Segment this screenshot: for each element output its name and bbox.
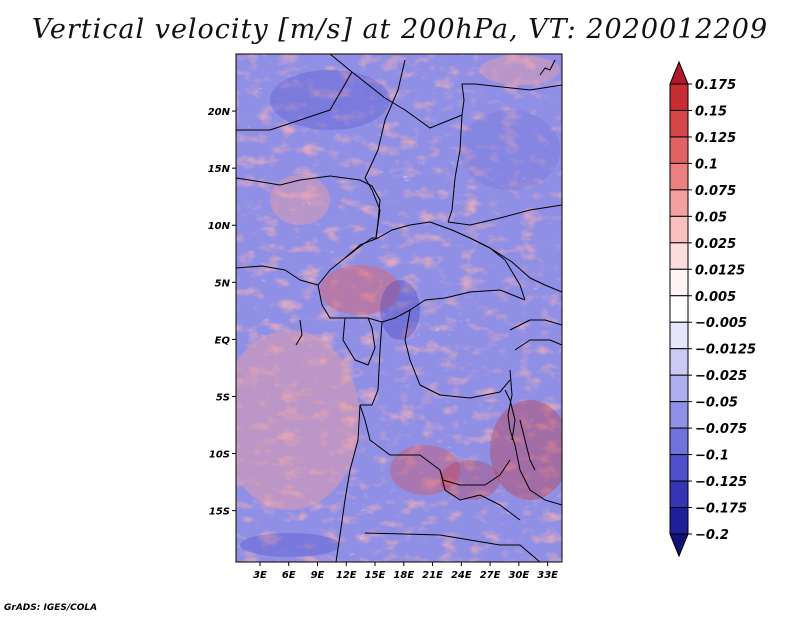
colorbar-segment (669, 295, 689, 323)
colorbar-segment (669, 427, 689, 456)
colorbar-segment (669, 507, 689, 535)
lat-tick-label: 10S (209, 450, 230, 461)
colorbar-segment (669, 189, 689, 217)
longitude-axis: 3E 6E 9E 12E 15E 18E 21E 24E 27E 30E 33E (253, 562, 558, 581)
colorbar-label: −0.125 (695, 475, 747, 490)
colorbar-label: 0.0125 (695, 263, 745, 278)
colorbar-segment (669, 109, 689, 138)
colorbar-label: −0.05 (695, 396, 738, 411)
country-borders (236, 54, 562, 562)
lon-tick-label: 9E (311, 570, 325, 581)
colorbar-label: −0.0125 (695, 343, 756, 358)
colorbar-segment (669, 480, 689, 509)
lon-tick-label: 15E (365, 570, 386, 581)
colorbar-label: −0.005 (695, 316, 747, 331)
latitude-axis: 20N 15N 10N 5N EQ 5S 10S 15S (208, 107, 236, 518)
colorbar-label: −0.075 (695, 422, 747, 437)
colorbar-segment (669, 215, 689, 244)
colorbar-label: 0.1 (695, 157, 718, 172)
colorbar-segment (669, 533, 689, 558)
colorbar-label: 0.025 (695, 237, 736, 252)
lat-tick-label: 20N (208, 107, 231, 118)
lon-tick-label: 3E (253, 570, 267, 581)
colorbar-label: 0.15 (695, 104, 727, 119)
colorbar-segment (669, 321, 689, 350)
colorbar-segment (669, 348, 689, 376)
colorbar-label: 0.175 (695, 78, 736, 93)
colorbar-segment (669, 136, 689, 164)
colorbar-label: 0.125 (695, 131, 736, 146)
map-frame (235, 53, 563, 563)
colorbar-label: −0.2 (695, 528, 729, 543)
lon-tick-label: 12E (336, 570, 357, 581)
lat-tick-label: 5N (215, 278, 231, 289)
colorbar-segment (669, 83, 689, 111)
colorbar-segment (669, 242, 689, 270)
lat-tick-label: 15S (209, 507, 230, 518)
colorbar-segment (669, 60, 689, 85)
colorbar-label: −0.1 (695, 449, 729, 464)
colorbar: 0.175 0.15 0.125 0.1 0.075 0.05 0.025 0.0125 0.0… (669, 60, 756, 558)
colorbar-label: −0.025 (695, 369, 747, 384)
colorbar-label: 0.05 (695, 210, 727, 225)
lat-tick-label: 5S (216, 392, 230, 403)
vertical-velocity-field (236, 54, 562, 562)
colorbar-segment (669, 162, 689, 191)
colorbar-segment (669, 374, 689, 403)
colorbar-label: 0.075 (695, 184, 736, 199)
lon-tick-label: 6E (282, 570, 296, 581)
lat-tick-label: EQ (215, 335, 231, 346)
lat-tick-label: 10N (208, 221, 231, 232)
grads-credit: GrADS: IGES/COLA (4, 603, 98, 613)
lat-tick-label: 15N (208, 164, 231, 175)
plot-title: Vertical velocity [m/s] at 200hPa, VT: 2… (31, 14, 769, 45)
lon-tick-label: 21E (422, 570, 443, 581)
colorbar-label: 0.005 (695, 290, 736, 305)
lon-tick-label: 18E (393, 570, 414, 581)
lon-tick-label: 33E (537, 570, 558, 581)
lon-tick-label: 30E (508, 570, 529, 581)
colorbar-label: −0.175 (695, 502, 747, 517)
colorbar-segment (669, 454, 689, 482)
lon-tick-label: 27E (480, 570, 501, 581)
lon-tick-label: 24E (451, 570, 472, 581)
colorbar-segment (669, 401, 689, 429)
colorbar-segment (669, 268, 689, 297)
